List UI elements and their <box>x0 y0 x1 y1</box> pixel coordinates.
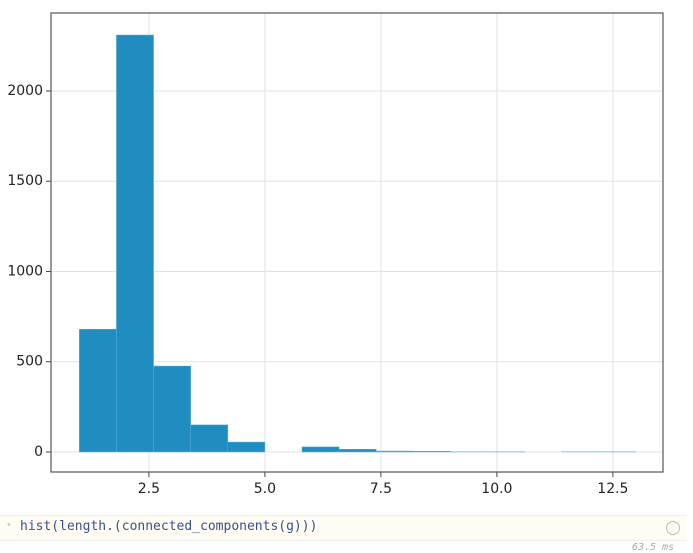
y-tick-label: 1000 <box>7 263 43 279</box>
code[interactable]: hist(length.(connected_components(g))) <box>20 519 317 534</box>
x-tick-label: 7.5 <box>370 481 392 497</box>
bar <box>79 329 116 452</box>
x-tick-label: 5.0 <box>254 481 276 497</box>
bar <box>116 35 153 452</box>
bar <box>413 451 450 452</box>
x-tick-label: 2.5 <box>138 481 160 497</box>
x-tick-label: 10.0 <box>481 481 512 497</box>
code-cell[interactable]: • hist(length.(connected_components(g))) <box>0 515 687 541</box>
cell-handle[interactable]: • <box>6 520 12 531</box>
y-tick-label: 0 <box>34 444 43 460</box>
y-tick-label: 2000 <box>7 83 43 99</box>
bar <box>228 442 265 452</box>
bar <box>191 425 228 452</box>
bar <box>339 449 376 452</box>
bar <box>302 447 339 452</box>
y-tick-label: 500 <box>16 354 43 370</box>
runtime: 63.5 ms <box>632 542 674 553</box>
chart: 0 500 1000 1500 2000 2.5 5.0 7.5 10.0 12.5 <box>0 0 693 510</box>
bar <box>376 451 413 452</box>
bar <box>154 366 191 452</box>
y-tick-label: 1500 <box>7 173 43 189</box>
cell-menu[interactable] <box>666 521 680 535</box>
x-tick-label: 12.5 <box>597 481 628 497</box>
